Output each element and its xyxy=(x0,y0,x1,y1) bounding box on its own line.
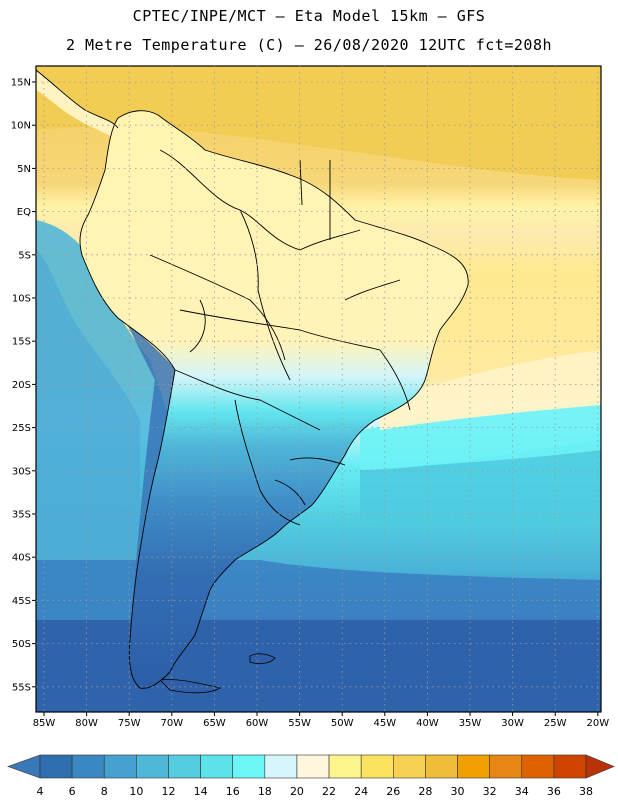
colorbar-swatch xyxy=(71,754,105,779)
graticule xyxy=(32,66,601,716)
colorbar-swatch xyxy=(457,754,490,779)
colorbar-label: 16 xyxy=(226,785,240,798)
lon-label: 60W xyxy=(246,718,269,729)
lon-label: 35W xyxy=(459,718,482,729)
colorbar-swatch xyxy=(168,754,201,779)
colorbar-label: 20 xyxy=(290,785,304,798)
lat-label: 35S xyxy=(12,510,31,521)
lat-label: 20S xyxy=(12,380,31,391)
colorbar-swatch xyxy=(553,754,587,779)
colorbar-label: 28 xyxy=(418,785,432,798)
country-borders xyxy=(36,69,469,689)
colorbar-label: 8 xyxy=(101,785,108,798)
lat-label: 10S xyxy=(12,294,31,305)
colorbar-swatch xyxy=(232,754,266,779)
colorbar-swatch xyxy=(39,754,73,779)
lat-label: 5N xyxy=(17,164,31,175)
colorbar-label: 34 xyxy=(515,785,529,798)
colorbar-label: 4 xyxy=(37,785,44,798)
colorbar-swatch xyxy=(328,754,362,779)
colorbar-label: 24 xyxy=(354,785,368,798)
colorbar-label: 12 xyxy=(161,785,175,798)
colorbar-label: 32 xyxy=(483,785,497,798)
colorbar-label: 26 xyxy=(386,785,400,798)
colorbar-max-arrow xyxy=(585,754,615,779)
lon-label: 75W xyxy=(118,718,141,729)
lon-label: 25W xyxy=(544,718,567,729)
colorbar-swatch xyxy=(136,754,169,779)
colorbar-swatch xyxy=(521,754,555,779)
lat-label: 50S xyxy=(12,639,31,650)
colorbar-label: 14 xyxy=(194,785,208,798)
lon-label: 50W xyxy=(331,718,354,729)
lon-label: 20W xyxy=(586,718,609,729)
colorbar-swatch xyxy=(392,754,426,779)
lon-label: 40W xyxy=(416,718,439,729)
lat-label: 25S xyxy=(12,423,31,434)
map-title-line1: CPTEC/INPE/MCT – Eta Model 15km – GFS xyxy=(132,7,486,25)
colorbar-swatch xyxy=(360,754,394,779)
longitude-labels: 85W 80W 75W 70W 65W 60W 55W 50W 45W 40W 35W 30W 25W 2… xyxy=(33,718,610,729)
lat-label: 15S xyxy=(12,337,31,348)
colorbar-label: 18 xyxy=(258,785,272,798)
lon-label: 55W xyxy=(288,718,311,729)
lat-label: 10N xyxy=(11,121,31,132)
colorbar-swatch xyxy=(425,754,458,779)
colorbar-min-arrow xyxy=(7,754,41,779)
map-title-line2: 2 Metre Temperature (C) – 26/08/2020 12U… xyxy=(65,36,553,54)
lat-label: 30S xyxy=(12,466,31,477)
lon-label: 70W xyxy=(160,718,183,729)
colorbar-swatch xyxy=(103,754,137,779)
lat-label: 15N xyxy=(11,78,31,89)
lon-label: 85W xyxy=(33,718,56,729)
colorbar-swatch xyxy=(296,754,330,779)
colorbar-label: 22 xyxy=(322,785,336,798)
colorbar-swatch xyxy=(264,754,298,779)
colorbar-label: 6 xyxy=(69,785,76,798)
map-frame xyxy=(35,65,602,713)
lon-label: 45W xyxy=(373,718,396,729)
colorbar-label: 10 xyxy=(129,785,143,798)
colorbar-swatch xyxy=(200,754,234,779)
lon-label: 80W xyxy=(75,718,98,729)
lat-label: 40S xyxy=(12,553,31,564)
colorbar: 4 6 8 10 12 14 16 18 20 22 24 26 28 30 32 34 36 38 xyxy=(7,754,615,798)
latitude-labels: 15N 10N 5N EQ 5S 10S 15S 20S 25S 30S 35S 40S 45S 50S 5… xyxy=(11,78,31,694)
colorbar-label: 38 xyxy=(579,785,593,798)
lon-label: 30W xyxy=(501,718,524,729)
colorbar-swatch xyxy=(489,754,523,779)
colorbar-label: 30 xyxy=(451,785,465,798)
colorbar-label: 36 xyxy=(547,785,561,798)
lat-label: 5S xyxy=(18,250,31,261)
lat-label: 45S xyxy=(12,596,31,607)
lon-label: 65W xyxy=(203,718,226,729)
lat-label: 55S xyxy=(12,682,31,693)
lat-label: EQ xyxy=(17,207,31,218)
